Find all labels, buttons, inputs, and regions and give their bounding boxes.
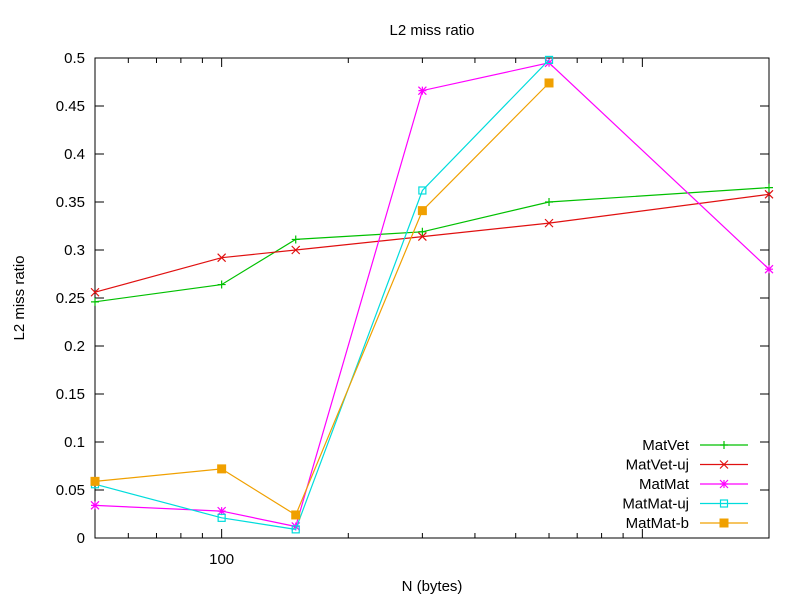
y-tick-label: 0.25 (56, 290, 85, 307)
y-tick-label: 0.2 (64, 338, 85, 355)
ticks-layer: 0 0.05 0.1 0.15 0.2 0.25 0.3 0.35 0.4 0.45 0.5 100 (56, 50, 770, 568)
data-point (417, 206, 427, 216)
data-point (544, 55, 554, 65)
y-tick-label: 0.3 (64, 242, 85, 259)
data-point (291, 235, 300, 244)
data-point (217, 280, 226, 289)
y-tick-label: 0.15 (56, 386, 85, 403)
data-point (764, 189, 774, 199)
series-line (94, 59, 550, 531)
data-point (217, 506, 227, 516)
data-point (291, 522, 301, 531)
legend-marker (720, 441, 728, 449)
series-matvet (91, 183, 773, 306)
legend-item: MatMat-b (626, 515, 748, 532)
data-point (91, 297, 99, 306)
legend-marker (719, 499, 729, 508)
legend-label: MatMat (639, 476, 690, 493)
legend-item: MatVet (642, 437, 748, 454)
x-tick-label: 100 (209, 551, 234, 568)
y-tick-label: 0.1 (64, 434, 85, 451)
legend-item: MatMat (639, 476, 748, 493)
legend-label: MatMat-uj (622, 496, 689, 513)
data-point (291, 525, 300, 534)
chart-title: L2 miss ratio (389, 22, 474, 39)
series-line (94, 82, 550, 516)
legend-marker (719, 518, 729, 528)
series-line (94, 62, 770, 528)
y-tick-label: 0.05 (56, 482, 85, 499)
data-point (544, 58, 554, 68)
data-point (544, 78, 554, 88)
data-point (417, 86, 427, 96)
data-point (765, 183, 773, 192)
x-axis-label: N (bytes) (402, 578, 463, 595)
data-point (217, 513, 226, 522)
y-tick-label: 0.4 (64, 146, 85, 163)
legend-item: MatVet-uj (626, 457, 748, 474)
legend: MatVet MatVet-uj MatMat MatMat-uj MatMat-b (622, 437, 748, 532)
data-point (418, 227, 427, 236)
series-matmat-b (90, 78, 554, 520)
data-point (418, 186, 427, 195)
series-layer (90, 55, 774, 534)
y-tick-label: 0.5 (64, 50, 85, 67)
series-line (94, 187, 770, 303)
data-point (417, 232, 427, 241)
series-matmat (90, 58, 774, 531)
y-axis-label: L2 miss ratio (11, 255, 28, 340)
data-point (545, 198, 554, 206)
data-point (90, 287, 100, 297)
data-point (764, 264, 774, 274)
data-point (291, 245, 301, 255)
y-tick-label: 0.45 (56, 98, 85, 115)
series-line (94, 193, 770, 293)
series-matmat-uj (90, 55, 554, 534)
data-point (291, 510, 301, 520)
legend-label: MatVet (642, 437, 690, 454)
legend-marker (719, 460, 729, 469)
legend-label: MatMat-b (626, 515, 689, 532)
y-tick-label: 0 (77, 530, 85, 547)
series-matvet-uj (90, 189, 774, 297)
legend-item: MatMat-uj (622, 496, 748, 513)
data-point (217, 464, 227, 474)
legend-marker (719, 479, 729, 489)
legend-label: MatVet-uj (626, 457, 689, 474)
y-tick-label: 0.35 (56, 194, 85, 211)
data-point (90, 500, 100, 510)
data-point (217, 253, 227, 263)
data-point (90, 476, 100, 486)
data-point (544, 218, 554, 228)
